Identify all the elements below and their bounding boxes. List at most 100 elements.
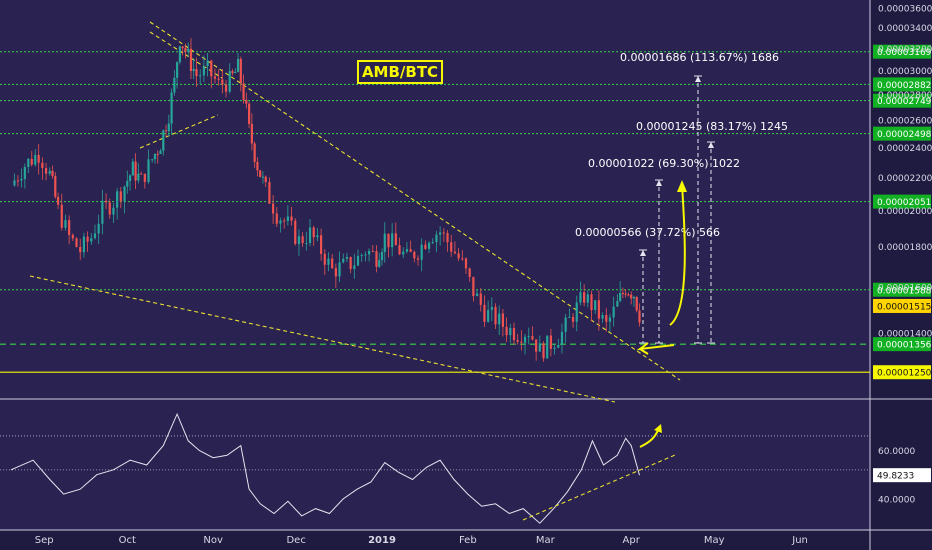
level-label: 0.00001356 (877, 341, 932, 351)
candle-body (608, 317, 612, 322)
candle-body (256, 161, 259, 171)
candle-body (468, 268, 471, 277)
yellow-up-arrow (669, 184, 686, 326)
candle-body (398, 245, 401, 255)
candle-body (509, 328, 512, 336)
candle-body (272, 203, 275, 214)
chart-title: AMB/BTC (361, 63, 439, 81)
candle-body (416, 258, 420, 260)
candle-body (487, 309, 490, 322)
rsi-line (10, 412, 640, 524)
candle-body (387, 233, 390, 248)
price-tick-label: 0.00002200 (878, 174, 932, 184)
candle-body (264, 176, 267, 183)
candle-body (520, 341, 523, 343)
candle-body (23, 166, 26, 179)
candle-body (16, 180, 20, 182)
candle-body (494, 306, 497, 325)
candle-body (143, 173, 146, 183)
candle-body (583, 292, 586, 303)
candle-body (228, 71, 231, 92)
candle-body (56, 196, 60, 205)
candle-body (290, 216, 293, 221)
candle-body (619, 292, 622, 301)
candle-body (170, 92, 173, 124)
candle-body (48, 170, 51, 174)
candle-body (60, 204, 63, 228)
candle-body (202, 66, 205, 76)
candle-body (224, 84, 228, 92)
candle-body (450, 242, 453, 252)
trendline (139, 114, 219, 149)
candle-body (245, 99, 248, 104)
candle-body (638, 310, 641, 323)
candle-body (498, 313, 501, 325)
chart-title-box: AMB/BTC (357, 60, 443, 84)
candle-body (151, 159, 154, 161)
candle-body (221, 79, 224, 85)
candle-body (301, 236, 304, 244)
candle-body (394, 233, 397, 246)
target-arrowhead (708, 142, 714, 148)
candle-body (64, 220, 67, 228)
candle-body (442, 232, 445, 234)
candle-body (134, 161, 137, 181)
price-tick-label: 0.00002400 (878, 144, 932, 154)
candle-body (68, 220, 71, 236)
candle-body (297, 236, 301, 244)
candle-body (378, 260, 381, 267)
candle-body (523, 336, 527, 343)
time-tick-label: Sep (35, 535, 54, 546)
price-tick-label: 0.00001800 (878, 243, 932, 253)
candle-body (605, 314, 608, 322)
candle-body (13, 180, 16, 186)
trendline (149, 31, 223, 79)
candle-body (30, 158, 33, 165)
candle-body (427, 242, 431, 249)
target-label: 0.00001686 (113.67%) 1686 (620, 51, 779, 64)
candle-body (86, 236, 89, 242)
candle-body (490, 306, 493, 310)
candle-body (542, 343, 545, 359)
candle-body (123, 186, 126, 202)
candle-body (571, 316, 575, 322)
candle-body (464, 258, 468, 269)
candle-body (305, 243, 308, 245)
candle-body (375, 251, 378, 267)
rsi-tick-label: 40.0000 (878, 495, 915, 505)
candle-body (234, 71, 237, 74)
candle-body (535, 339, 538, 352)
candle-body (164, 130, 168, 132)
candle-body (630, 294, 633, 299)
candle-body (101, 200, 104, 224)
candle-body (538, 343, 541, 352)
current-price-bg (873, 298, 931, 313)
candle-body (275, 213, 278, 224)
axes: 0.00003600 0.00003400 0.00003200 0.00003000… (35, 4, 932, 546)
rsi-pane (0, 412, 870, 524)
candle-body (192, 69, 195, 71)
candle-body (391, 233, 394, 248)
candle-body (353, 265, 356, 269)
price-tick-label: 0.00001400 (878, 330, 932, 340)
candle-body (505, 326, 508, 336)
candle-body (82, 236, 86, 253)
candle-body (632, 297, 636, 299)
rsi-current-bg (873, 468, 931, 483)
candle-body (323, 253, 326, 265)
yellow-arrowhead (677, 180, 687, 192)
level-label-bg (873, 44, 931, 59)
candle-body (268, 182, 271, 204)
candle-body (501, 313, 505, 327)
level-label-bg (873, 126, 931, 141)
level-label-bg (873, 194, 931, 209)
candle-body (327, 258, 330, 265)
candle-body (635, 297, 638, 311)
candle-body (446, 232, 449, 243)
candle-body (367, 250, 371, 255)
candle-body (601, 314, 604, 319)
candle-body (331, 258, 334, 269)
candle-body (283, 220, 286, 222)
candle-body (253, 143, 256, 162)
